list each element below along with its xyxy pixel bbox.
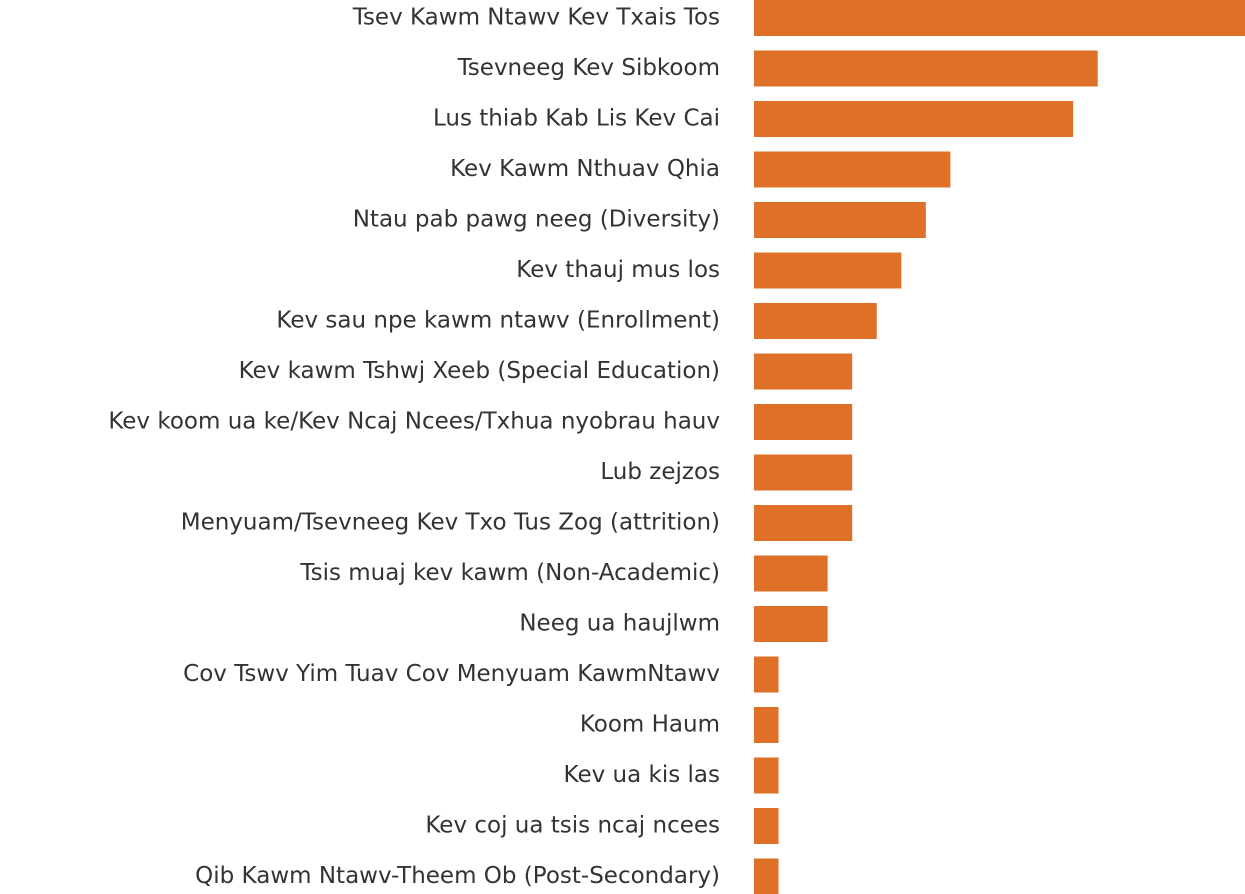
category-label: Qib Kawm Ntawv-Theem Ob (Post-Secondary) bbox=[195, 863, 720, 889]
bar bbox=[754, 555, 828, 592]
category-label: Menyuam/Tsevneeg Kev Txo Tus Zog (attrit… bbox=[181, 510, 720, 536]
category-label: Kev kawm Tshwj Xeeb (Special Education) bbox=[239, 358, 720, 384]
bar bbox=[754, 101, 1074, 137]
bar bbox=[754, 50, 1098, 87]
category-label: Kev ua kis las bbox=[564, 762, 720, 788]
category-label: Kev coj ua tsis ncaj ncees bbox=[425, 813, 720, 839]
category-label: Tsis muaj kev kawm (Non-Academic) bbox=[299, 560, 720, 586]
category-label: Kev sau npe kawm ntawv (Enrollment) bbox=[276, 308, 720, 334]
bar bbox=[754, 858, 779, 894]
category-label: Lus thiab Kab Lis Kev Cai bbox=[433, 106, 720, 132]
category-label: Kev thauj mus los bbox=[516, 257, 720, 283]
bar bbox=[754, 0, 1245, 36]
bar bbox=[754, 454, 853, 491]
category-label: Koom Haum bbox=[580, 712, 720, 738]
category-label: Kev Kawm Nthuav Qhia bbox=[450, 156, 720, 182]
category-label: Kev koom ua ke/Kev Ncaj Ncees/Txhua nyob… bbox=[108, 409, 720, 435]
category-label: Tsev Kawm Ntawv Kev Txais Tos bbox=[352, 5, 720, 31]
bar bbox=[754, 606, 828, 642]
bar bbox=[754, 353, 853, 390]
category-label: Ntau pab pawg neeg (Diversity) bbox=[353, 207, 720, 233]
bar bbox=[754, 757, 779, 794]
category-label: Neeg ua haujlwm bbox=[519, 611, 720, 637]
bar bbox=[754, 303, 877, 339]
bar bbox=[754, 252, 902, 289]
bar bbox=[754, 202, 926, 238]
bar bbox=[754, 151, 951, 188]
bar bbox=[754, 404, 853, 440]
bar bbox=[754, 808, 779, 844]
bar bbox=[754, 707, 779, 743]
category-label: Tsevneeg Kev Sibkoom bbox=[457, 55, 720, 81]
category-label: Lub zejzos bbox=[600, 459, 720, 485]
bar bbox=[754, 656, 779, 693]
category-label: Cov Tswv Yim Tuav Cov Menyuam KawmNtawv bbox=[183, 661, 720, 687]
bar bbox=[754, 505, 853, 541]
